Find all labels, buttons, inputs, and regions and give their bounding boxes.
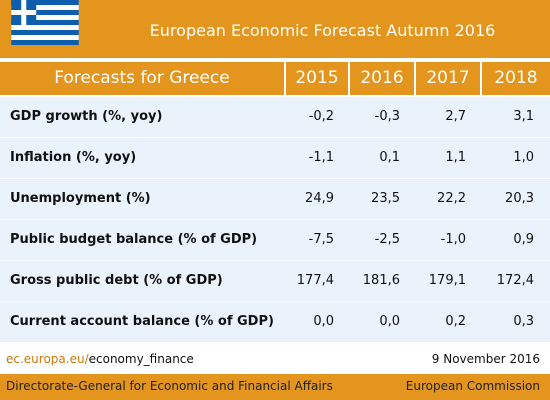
row-label: Public budget balance (% of GDP) xyxy=(0,220,286,260)
link-domain[interactable]: ec.europa.eu/ xyxy=(6,352,89,366)
cell-value: 0,0 xyxy=(286,302,350,342)
link-path[interactable]: economy_finance xyxy=(88,352,194,366)
cell-value: 0,3 xyxy=(482,302,550,342)
cell-value: 181,6 xyxy=(350,261,416,301)
title: European Economic Forecast Autumn 2016 xyxy=(149,21,496,40)
cell-value: -0,2 xyxy=(286,97,350,137)
cell-value: 0,1 xyxy=(350,138,416,178)
cell-value: 179,1 xyxy=(416,261,482,301)
row-label: Inflation (%, yoy) xyxy=(0,138,286,178)
column-header: 2017 xyxy=(416,62,480,95)
cell-value: 1,1 xyxy=(416,138,482,178)
row-label: Unemployment (%) xyxy=(0,179,286,219)
footer-link[interactable]: ec.europa.eu/economy_finance xyxy=(6,352,194,366)
column-header: 2016 xyxy=(350,62,414,95)
row-label: Current account balance (% of GDP) xyxy=(0,302,286,342)
cell-value: 2,7 xyxy=(416,97,482,137)
cell-value: 3,1 xyxy=(482,97,550,137)
commission: European Commission xyxy=(405,379,540,393)
cell-value: 0,9 xyxy=(482,220,550,260)
cell-value: 22,2 xyxy=(416,179,482,219)
row-label: Gross public debt (% of GDP) xyxy=(0,261,286,301)
directorate: Directorate-General for Economic and Fin… xyxy=(6,379,333,393)
cell-value: 0,2 xyxy=(416,302,482,342)
banner xyxy=(0,0,550,58)
cell-value: 23,5 xyxy=(350,179,416,219)
cell-value: -1,1 xyxy=(286,138,350,178)
row-label: GDP growth (%, yoy) xyxy=(0,97,286,137)
cell-value: 20,3 xyxy=(482,179,550,219)
cell-value: -0,3 xyxy=(350,97,416,137)
column-header: 2018 xyxy=(482,62,550,95)
cell-value: 0,0 xyxy=(350,302,416,342)
cell-value: 172,4 xyxy=(482,261,550,301)
date: 9 November 2016 xyxy=(431,352,540,366)
table-caption: Forecasts for Greece xyxy=(0,62,284,95)
cell-value: -7,5 xyxy=(286,220,350,260)
bottom-bar xyxy=(0,374,550,400)
cell-value: -2,5 xyxy=(350,220,416,260)
cell-value: 1,0 xyxy=(482,138,550,178)
cell-value: 177,4 xyxy=(286,261,350,301)
column-header: 2015 xyxy=(286,62,348,95)
greek-flag xyxy=(11,0,79,45)
cell-value: 24,9 xyxy=(286,179,350,219)
cell-value: -1,0 xyxy=(416,220,482,260)
